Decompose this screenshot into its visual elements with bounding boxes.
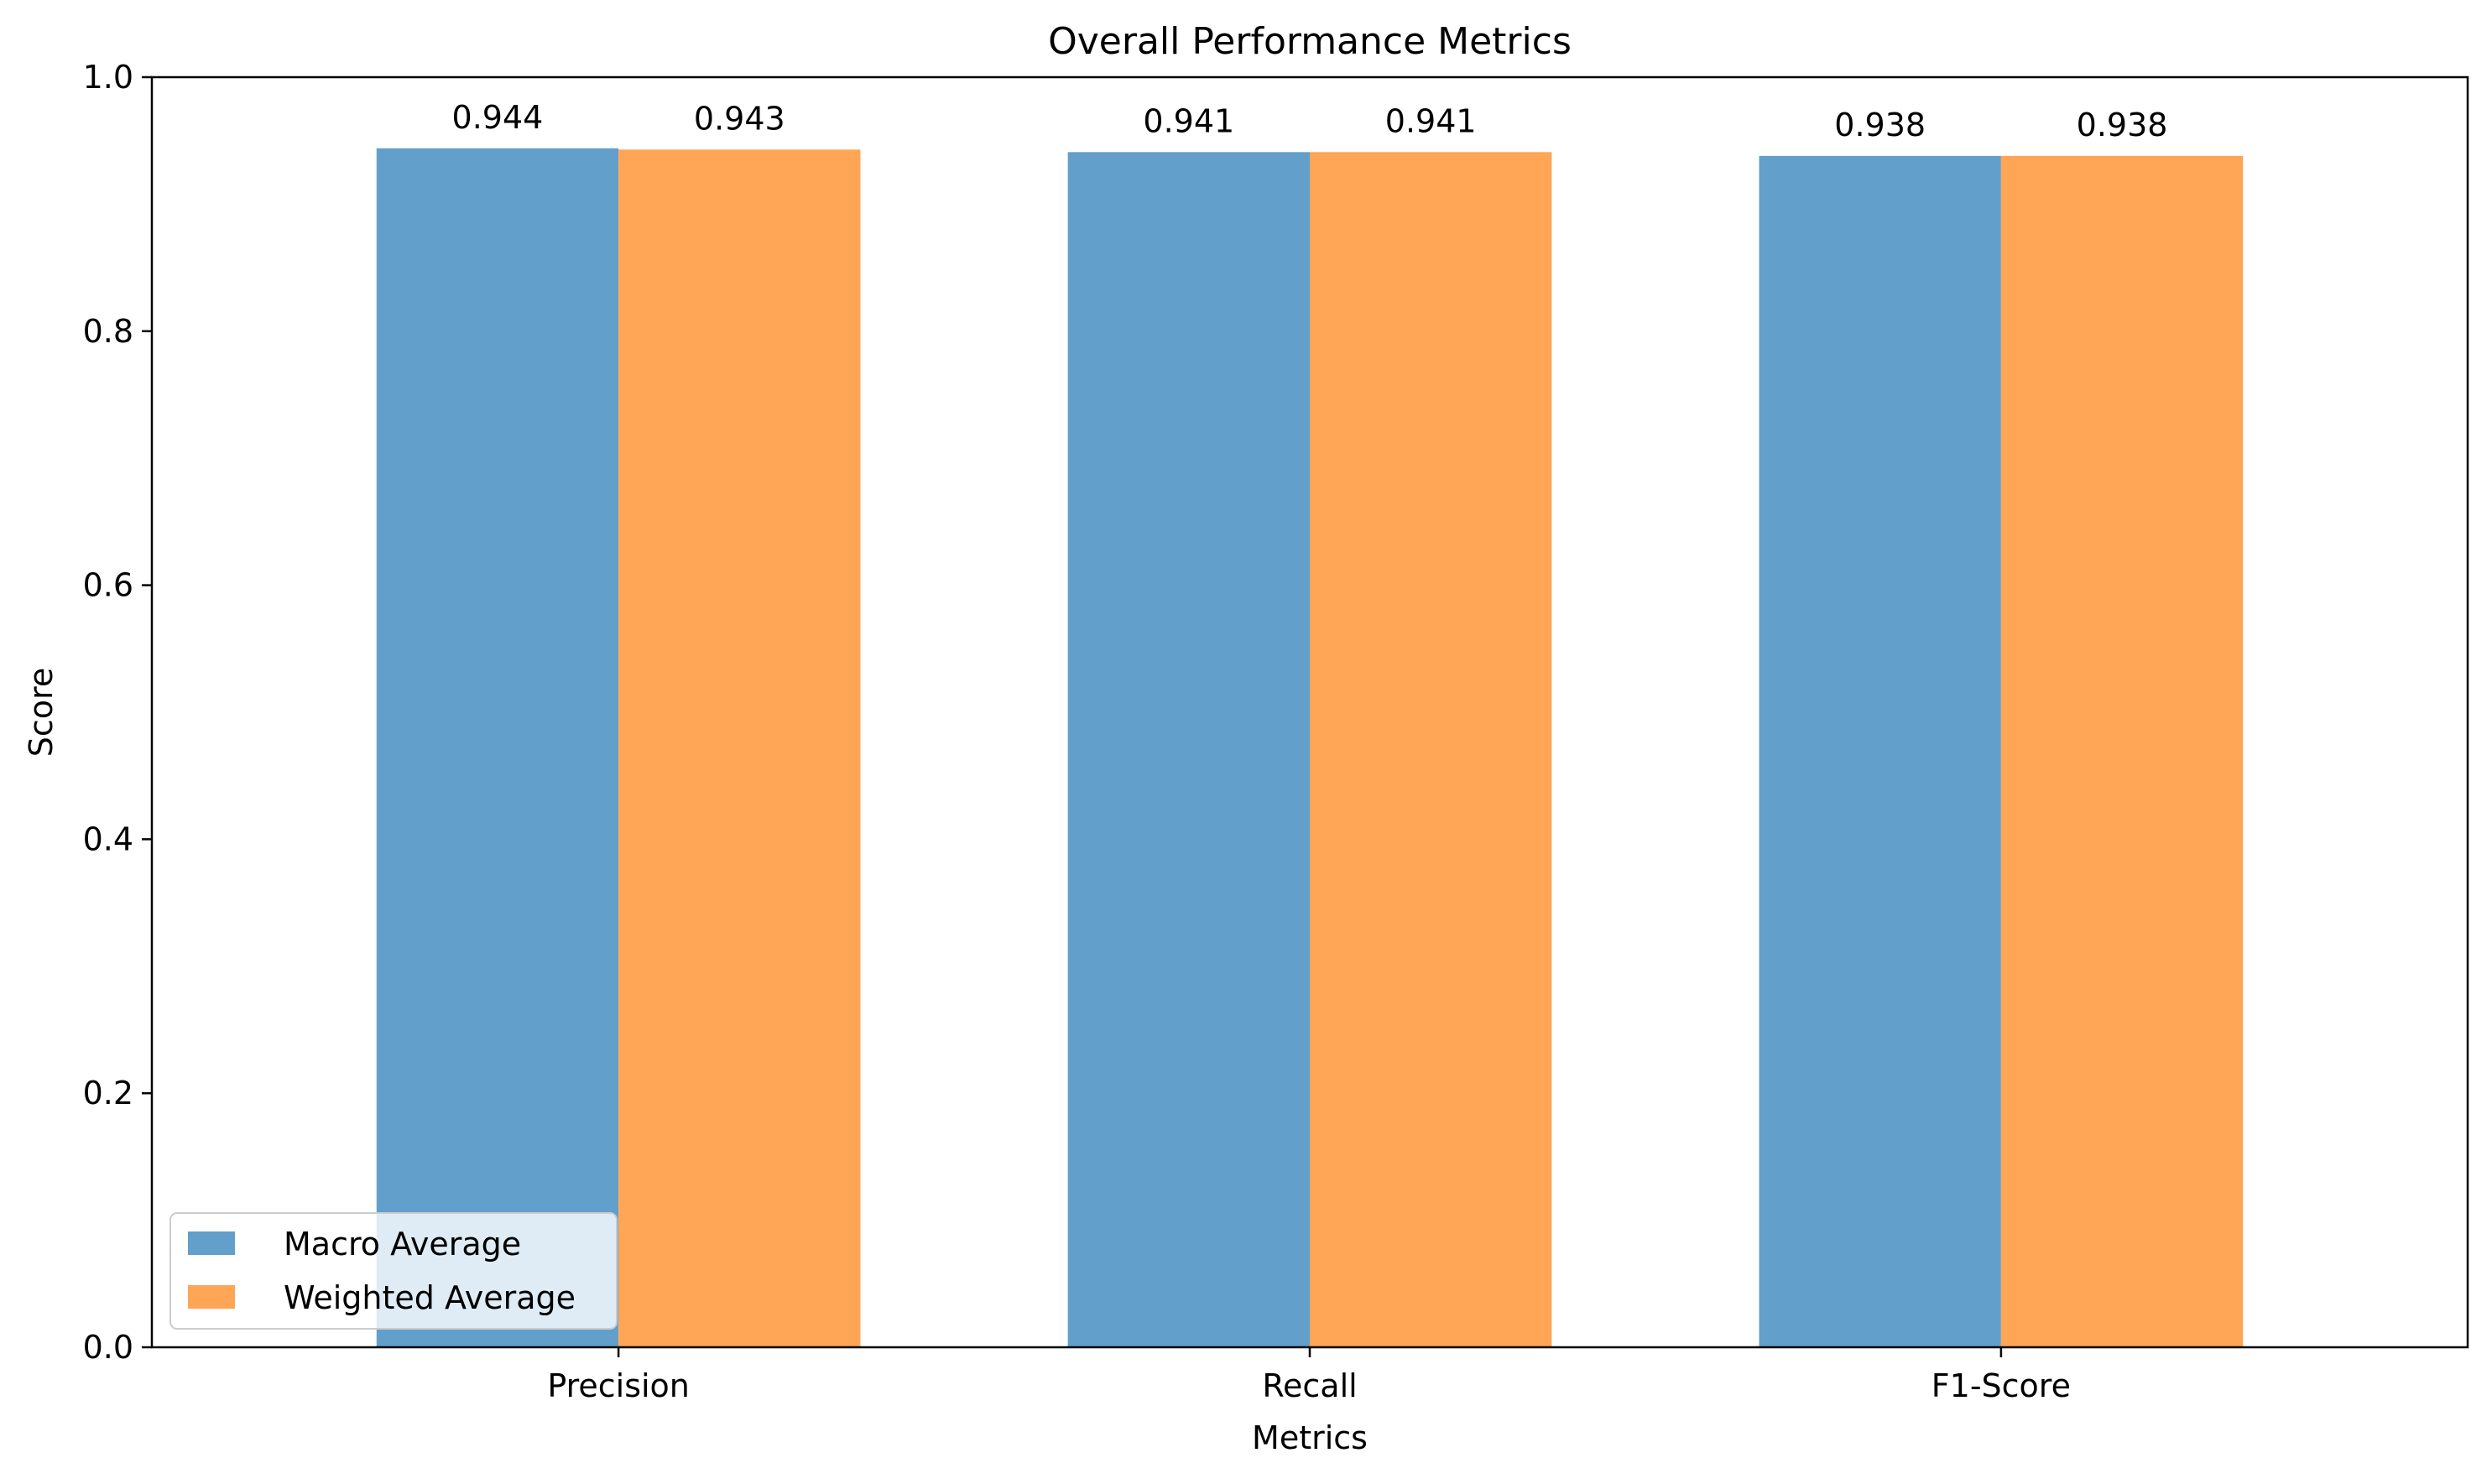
- legend-label-weighted: Weighted Average: [284, 1279, 576, 1316]
- bar-weighted-recall: [1310, 152, 1552, 1347]
- bar-value-label: 0.941: [1385, 102, 1477, 139]
- bar-value-label: 0.938: [1834, 107, 1926, 143]
- y-tick-label: 1.0: [83, 59, 133, 96]
- x-tick-label: Recall: [1262, 1367, 1357, 1404]
- bar-macro-precision: [376, 148, 619, 1348]
- bar-macro-recall: [1067, 152, 1310, 1347]
- bar-value-label: 0.944: [452, 99, 544, 136]
- bar-value-label: 0.941: [1143, 102, 1234, 139]
- x-axis: Precision Recall F1-Score: [547, 1347, 2071, 1404]
- chart-title: Overall Performance Metrics: [1048, 20, 1572, 63]
- y-tick-label: 0.4: [83, 820, 133, 857]
- y-axis-label: Score: [23, 668, 60, 757]
- legend-swatch-weighted: [188, 1285, 235, 1309]
- y-tick-label: 0.6: [83, 567, 133, 604]
- x-tick-label: F1-Score: [1932, 1367, 2071, 1404]
- bar-value-label: 0.938: [2077, 107, 2168, 143]
- bar-macro-f1-score: [1759, 155, 2001, 1347]
- y-tick-label: 0.8: [83, 313, 133, 350]
- bar-weighted-f1-score: [2000, 155, 2244, 1347]
- value-labels-layer: 0.944 0.941 0.938 0.943 0.941 0.938: [452, 99, 2168, 143]
- bar-value-label: 0.943: [694, 100, 785, 137]
- legend-label-macro: Macro Average: [284, 1226, 521, 1263]
- bars-layer: [376, 148, 2244, 1348]
- y-tick-label: 0.2: [83, 1075, 133, 1112]
- x-axis-label: Metrics: [1252, 1419, 1368, 1456]
- legend-box: [169, 1212, 618, 1330]
- bar-weighted-precision: [618, 149, 861, 1348]
- x-tick-label: Precision: [547, 1367, 690, 1404]
- legend: Macro Average Weighted Average: [169, 1212, 618, 1330]
- legend-swatch-macro: [188, 1231, 235, 1255]
- y-tick-label: 0.0: [83, 1329, 133, 1366]
- y-axis: 0.0 0.2 0.4 0.6 0.8 1.0: [83, 59, 152, 1366]
